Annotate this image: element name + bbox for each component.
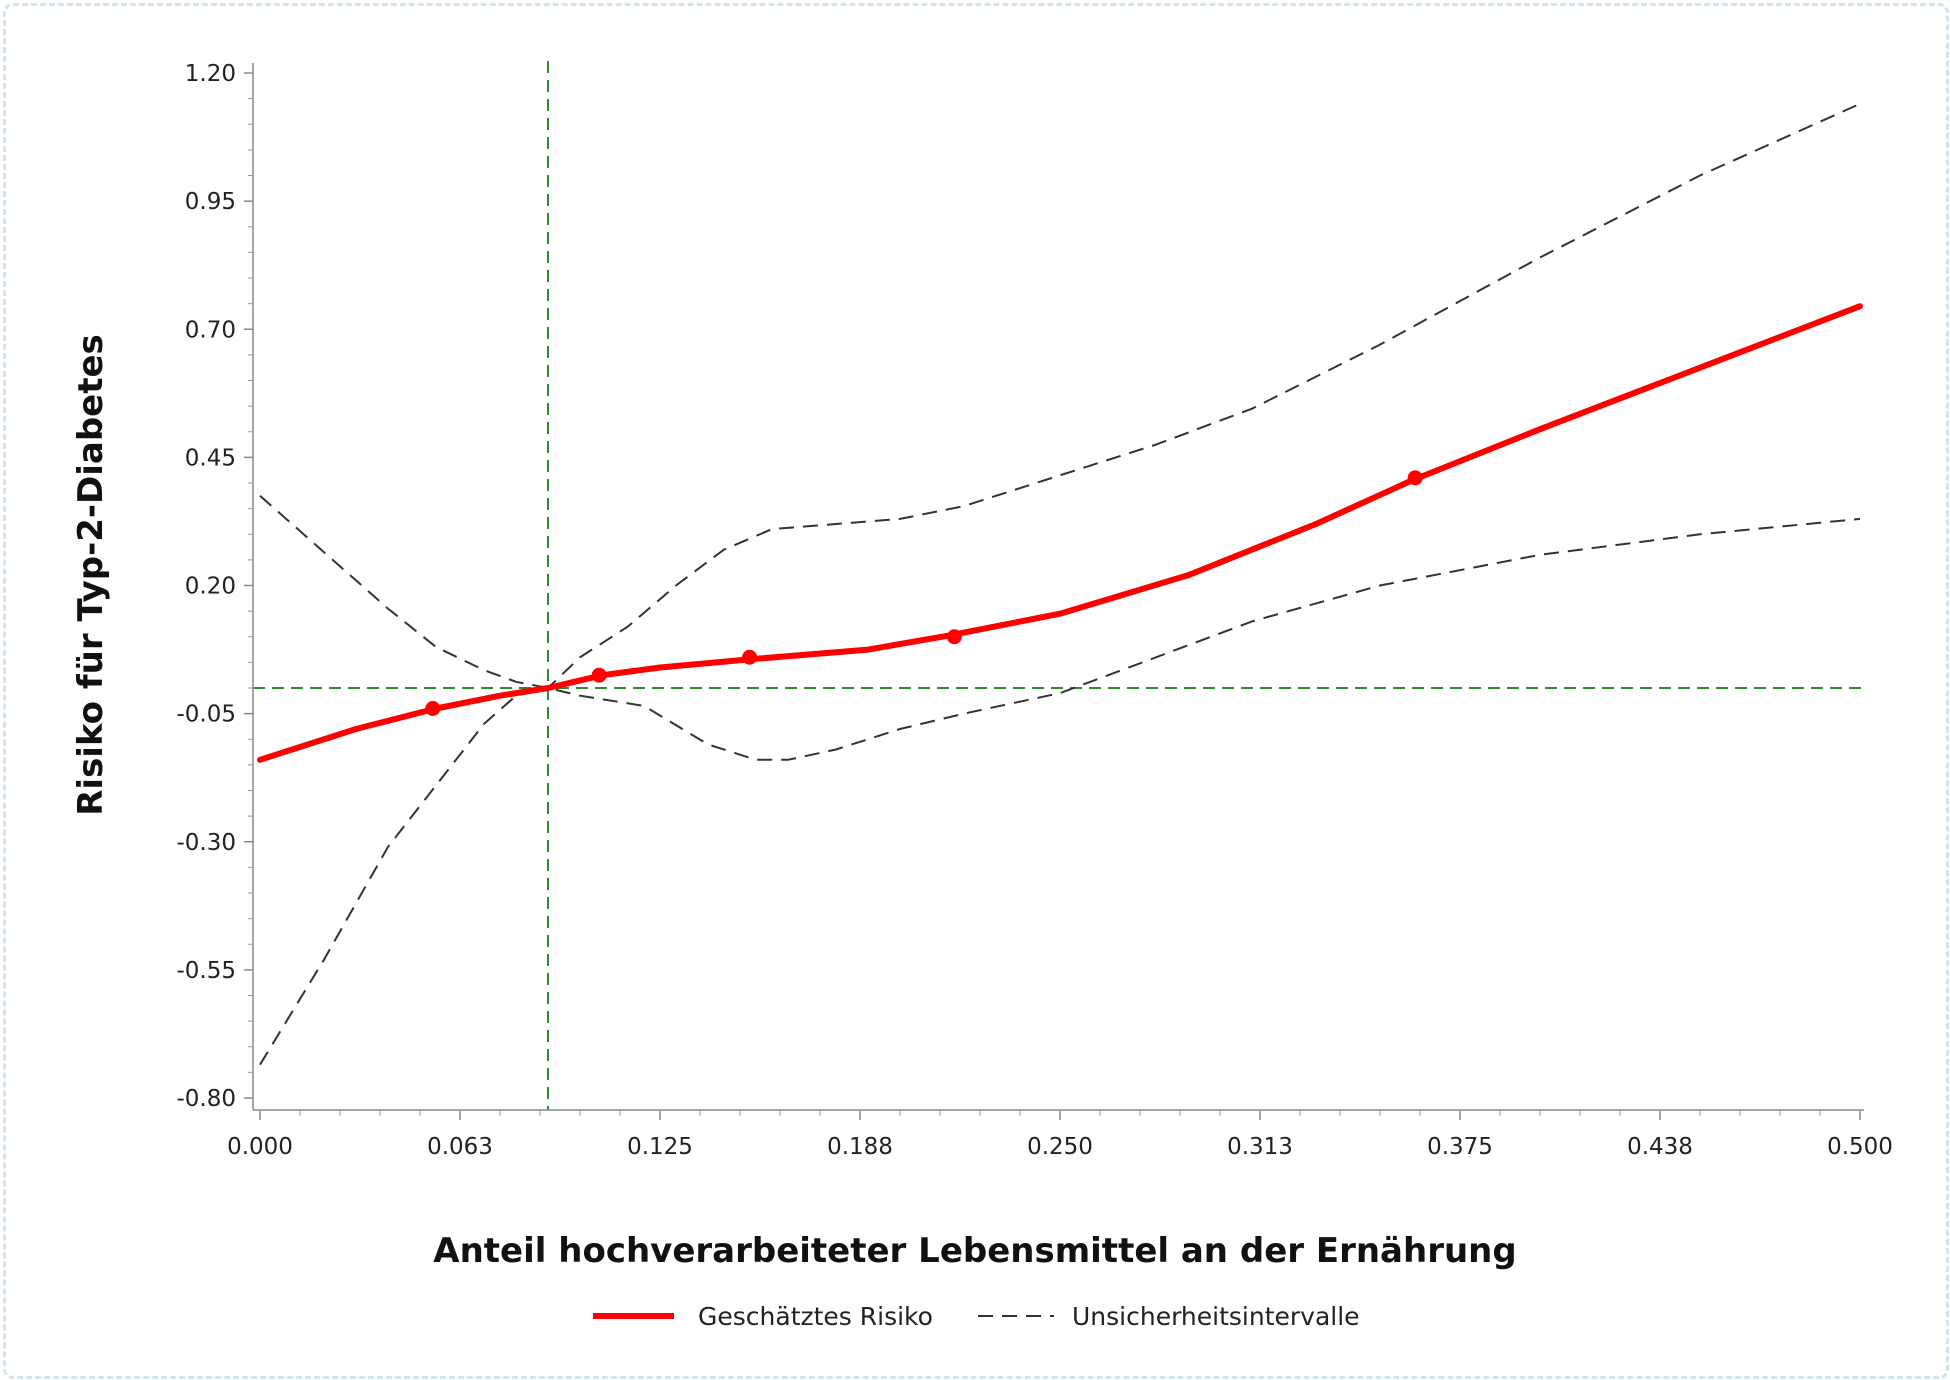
axes: 1.20 0.95 0.70 0.45 0.20 -0.05 -0.30 -0.55 -0.80… [176, 61, 1892, 1160]
series-layer [257, 102, 1863, 1066]
y-tick-label: -0.05 [176, 702, 236, 728]
y-tick-label: -0.55 [176, 958, 236, 984]
y-axis-title: Risiko für Typ-2-Diabetes [71, 334, 111, 816]
x-axis-title: Anteil hochverarbeiteter Lebensmittel an… [433, 1231, 1516, 1271]
legend-estimate-label: Geschätztes Risiko [698, 1302, 933, 1331]
x-tick-label: 0.000 [227, 1134, 293, 1160]
x-tick-label: 0.125 [627, 1134, 693, 1160]
x-tick-label: 0.500 [1827, 1134, 1893, 1160]
chart-frame [3, 3, 1949, 1379]
estimated-risk-marker [946, 629, 962, 645]
x-tick-label: 0.375 [1427, 1134, 1493, 1160]
y-tick-label: 0.45 [185, 445, 236, 471]
x-tick-label: 0.438 [1627, 1134, 1693, 1160]
y-tick-label: 0.20 [185, 574, 236, 600]
x-tick-label: 0.313 [1227, 1134, 1293, 1160]
x-tick-label: 0.063 [427, 1134, 493, 1160]
estimated-risk-marker [742, 649, 758, 665]
x-tick-label: 0.250 [1027, 1134, 1093, 1160]
y-tick-label: 0.95 [185, 189, 236, 215]
y-tick-label: -0.80 [176, 1086, 236, 1112]
estimated-risk-marker [425, 701, 441, 716]
confidence-interval-line [259, 495, 1861, 761]
confidence-interval-line [259, 102, 1861, 1066]
estimated-risk-marker [591, 667, 607, 683]
legend: Geschätztes Risiko Unsicherheitsinterval… [593, 1302, 1360, 1331]
legend-interval-label: Unsicherheitsintervalle [1072, 1302, 1360, 1331]
y-tick-label: 1.20 [185, 61, 236, 87]
estimated-risk-line [257, 303, 1863, 763]
x-tick-label: 0.188 [827, 1134, 893, 1160]
y-tick-label: -0.30 [176, 830, 236, 856]
estimated-risk-marker [1407, 470, 1423, 486]
reference-lines [253, 61, 1862, 1110]
y-tick-label: 0.70 [185, 317, 236, 343]
